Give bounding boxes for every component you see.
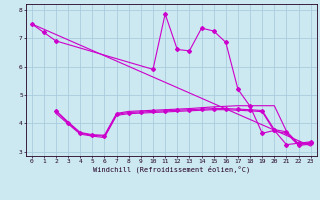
X-axis label: Windchill (Refroidissement éolien,°C): Windchill (Refroidissement éolien,°C) <box>92 165 250 173</box>
